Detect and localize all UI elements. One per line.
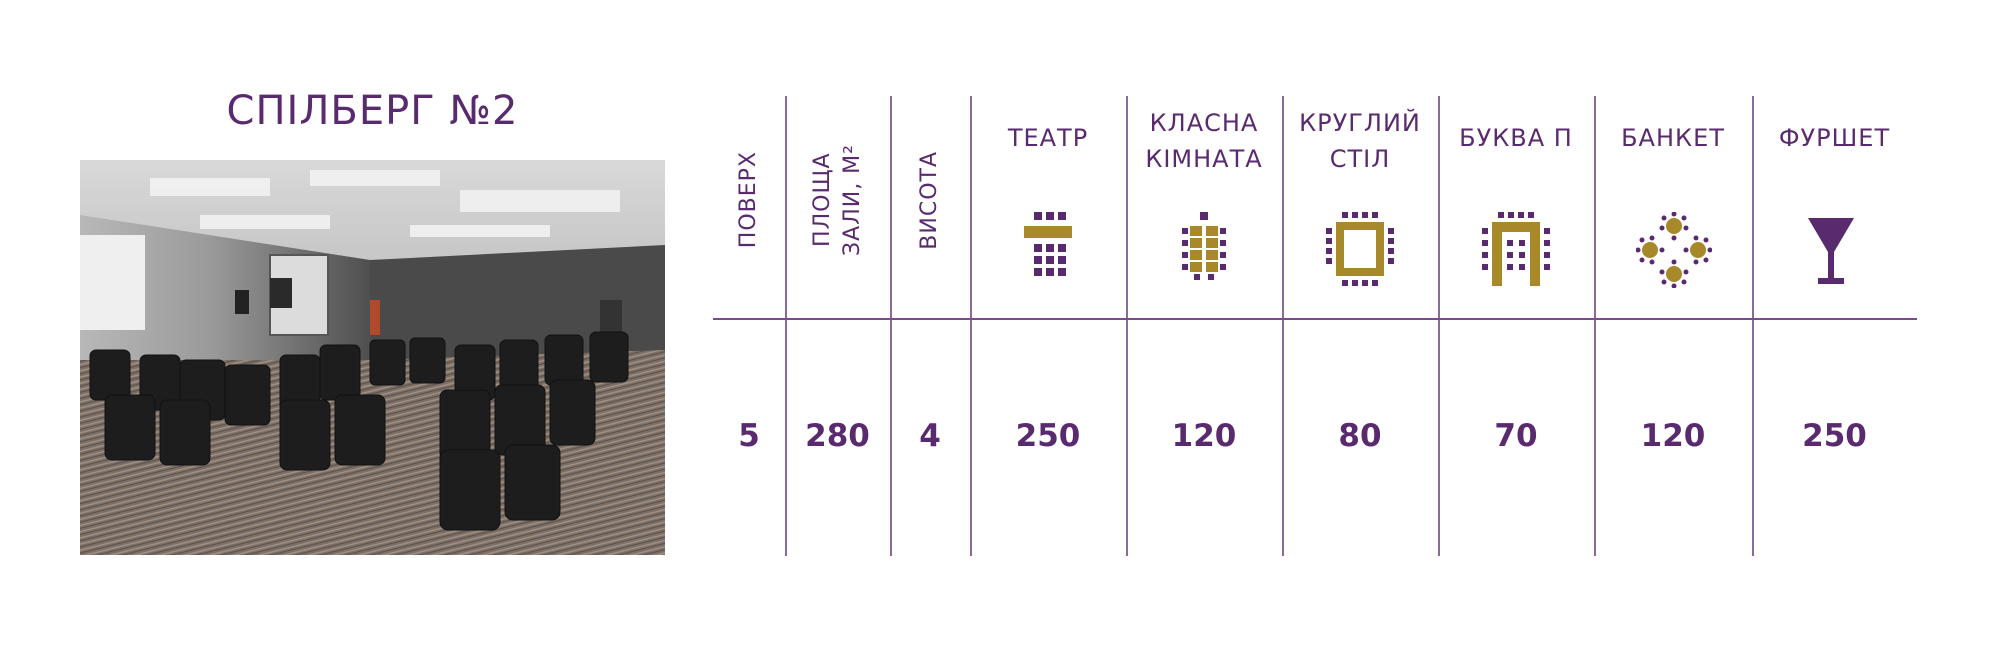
hall-title: СПІЛБЕРГ №2 xyxy=(226,88,519,134)
column-divider xyxy=(785,96,787,556)
value-height: 4 xyxy=(919,418,941,454)
value-round-table: 80 xyxy=(1338,418,1382,454)
header-banquet: БАНКЕТ xyxy=(1621,124,1725,152)
column-divider xyxy=(1282,96,1284,556)
column-divider xyxy=(1594,96,1596,556)
header-height: ВИСОТА xyxy=(917,150,942,250)
value-theater: 250 xyxy=(1015,418,1081,454)
column-divider xyxy=(1126,96,1128,556)
value-area: 280 xyxy=(805,418,870,454)
round-table-layout-icon xyxy=(1324,212,1396,290)
header-u-shape: БУКВА П xyxy=(1459,124,1573,152)
banquet-layout-icon xyxy=(1635,211,1713,292)
header-round-table: КРУГЛИЙ СТІЛ xyxy=(1299,109,1421,173)
column-divider xyxy=(1752,96,1754,556)
header-area: ПЛОЩА ЗАЛИ, М² xyxy=(809,144,865,256)
value-banquet: 120 xyxy=(1640,418,1706,454)
header-divider xyxy=(713,318,1917,320)
hall-photo xyxy=(80,160,665,555)
column-divider xyxy=(890,96,892,556)
header-buffet: ФУРШЕТ xyxy=(1778,124,1891,152)
header-classroom: КЛАСНА КІМНАТА xyxy=(1145,109,1263,173)
value-floor: 5 xyxy=(738,418,760,454)
classroom-layout-icon xyxy=(1178,212,1230,290)
value-classroom: 120 xyxy=(1171,418,1237,454)
column-divider xyxy=(970,96,972,556)
header-theater: ТЕАТР xyxy=(1007,124,1089,152)
header-floor: ПОВЕРХ xyxy=(736,151,761,249)
value-u-shape: 70 xyxy=(1494,418,1538,454)
u-shape-layout-icon xyxy=(1480,212,1552,290)
theater-layout-icon xyxy=(1022,212,1074,290)
value-buffet: 250 xyxy=(1802,418,1867,454)
column-divider xyxy=(1438,96,1440,556)
cocktail-glass-icon xyxy=(1806,214,1856,290)
